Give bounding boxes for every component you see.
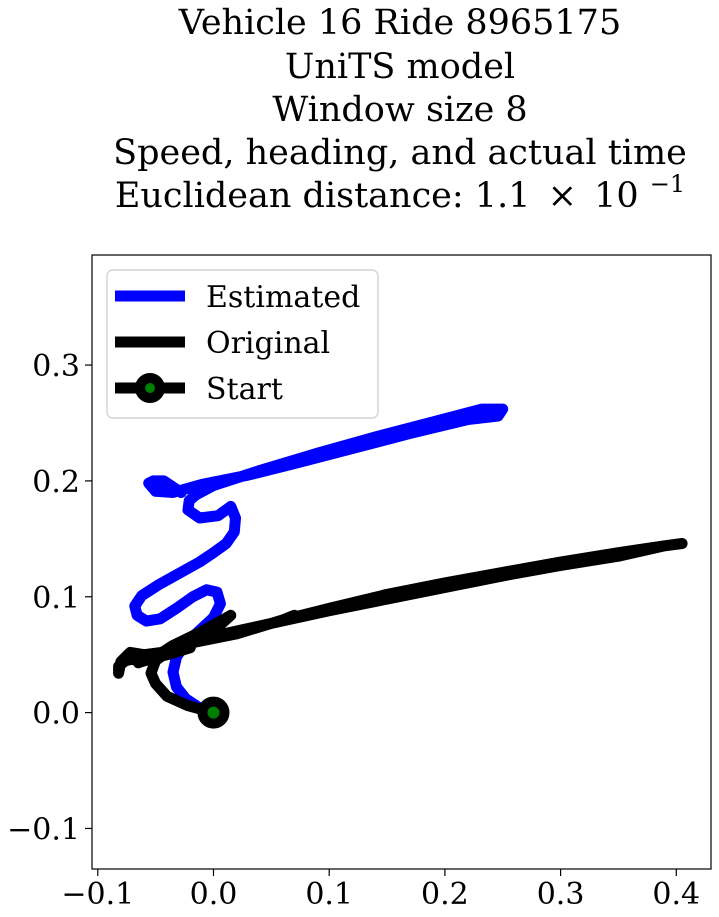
y-tick-label: 0.0 — [32, 697, 80, 732]
x-tick-label: 0.3 — [537, 877, 585, 912]
title-line-3: Window size 8 — [272, 90, 527, 130]
axes-frame — [91, 254, 712, 870]
x-tick-label: 0.2 — [421, 877, 469, 912]
title-metric-prefix: Euclidean distance: 1.1 — [115, 176, 531, 216]
y-tick-label: 0.3 — [32, 349, 80, 384]
x-tick-label: 0.1 — [305, 877, 353, 912]
title-line-5: Euclidean distance: 1.1 × 10 −1 — [115, 170, 685, 216]
series-line-estimated — [129, 403, 509, 719]
x-tick-label: −0.1 — [61, 877, 134, 912]
y-tick-label: 0.2 — [32, 465, 80, 500]
legend: Estimated Original Start — [106, 269, 379, 419]
legend-swatch-start-marker — [135, 373, 165, 403]
legend-label-estimated: Estimated — [206, 280, 360, 315]
series-line-original — [113, 538, 688, 719]
x-tick-label: 0.4 — [652, 877, 700, 912]
y-axis: −0.1 0.0 0.1 0.2 0.3 — [7, 349, 92, 847]
start-marker-group — [197, 696, 230, 729]
title-metric-times: × — [548, 176, 577, 216]
plot-lines — [113, 403, 688, 719]
y-tick-label: 0.1 — [32, 581, 80, 616]
title-metric-exponent: −1 — [650, 170, 685, 198]
y-tick-label: −0.1 — [7, 812, 80, 847]
chart-title: Vehicle 16 Ride 8965175 UniTS model Wind… — [113, 3, 687, 216]
title-metric-base: 10 — [594, 176, 639, 216]
legend-label-original: Original — [206, 326, 330, 361]
title-line-4: Speed, heading, and actual time — [113, 133, 687, 173]
legend-box — [106, 269, 379, 419]
legend-label-start: Start — [206, 372, 283, 407]
title-line-2: UniTS model — [285, 47, 515, 87]
x-axis: −0.1 0.0 0.1 0.2 0.3 0.4 — [61, 869, 700, 912]
title-line-1: Vehicle 16 Ride 8965175 — [178, 3, 621, 43]
start-marker — [197, 696, 230, 729]
x-tick-label: 0.0 — [190, 877, 238, 912]
